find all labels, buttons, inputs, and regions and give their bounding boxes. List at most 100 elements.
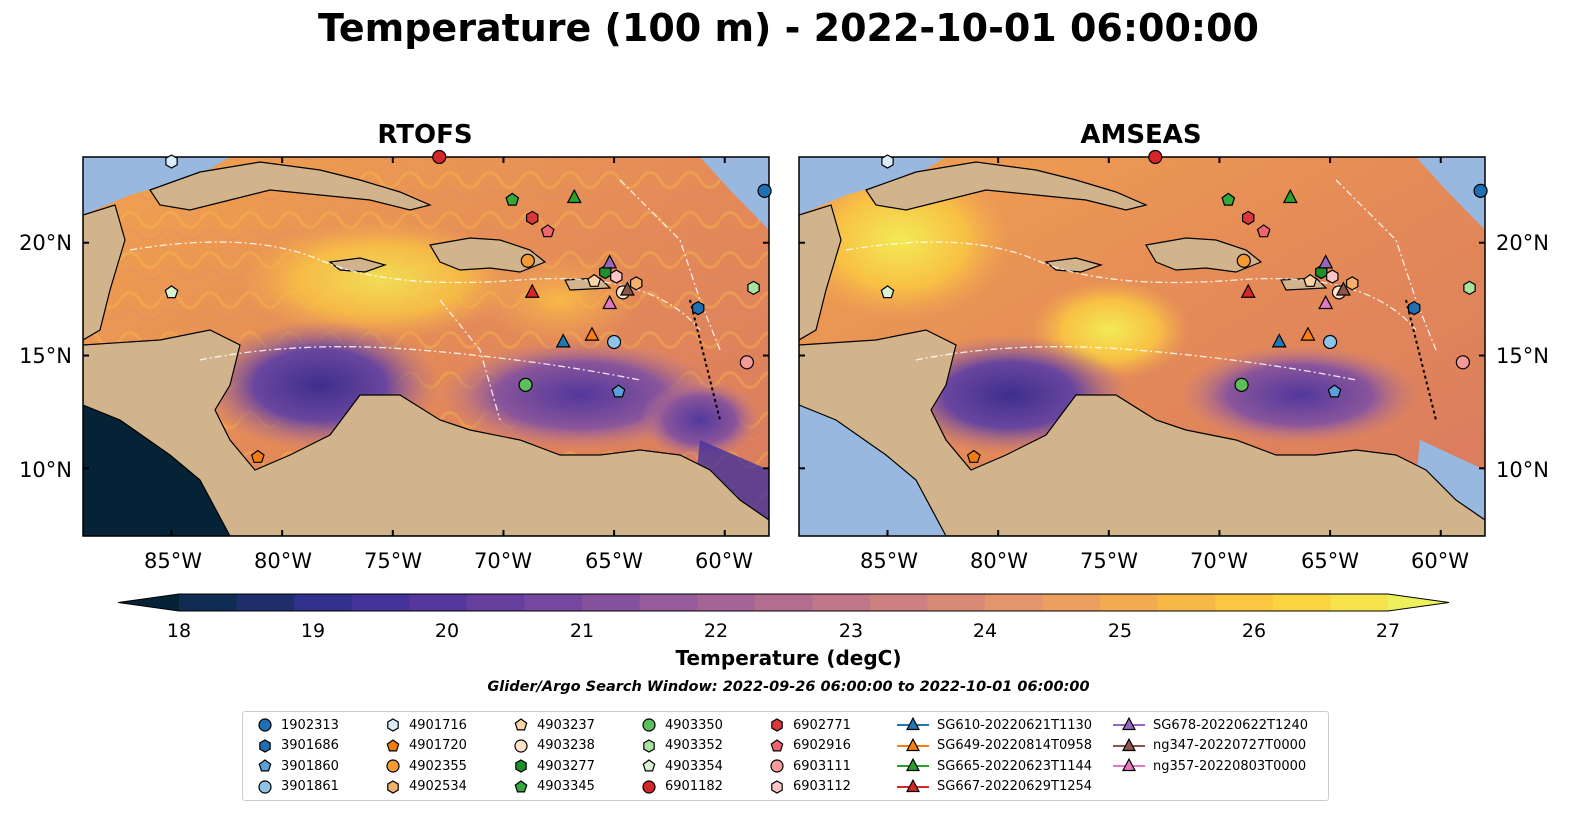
colorbar-segment xyxy=(351,594,410,611)
lon-label: 70°W xyxy=(474,549,532,573)
float-marker-3901860 xyxy=(1327,384,1342,398)
float-marker-3901861 xyxy=(606,334,622,350)
hexagon-marker-icon xyxy=(387,779,399,794)
lat-label: 15°N xyxy=(19,344,72,368)
colorbar-segment xyxy=(985,594,1044,611)
legend-label: 6902916 xyxy=(793,738,851,753)
legend-label: SG649-20220814T0958 xyxy=(937,738,1093,753)
hexagon-marker-icon xyxy=(515,759,527,773)
legend-item: 4901720 xyxy=(385,736,467,756)
legend-label: 4901720 xyxy=(409,738,467,753)
hexagon-marker-icon xyxy=(771,779,783,794)
float-marker-4903354 xyxy=(880,285,895,299)
eez-boundary xyxy=(439,299,501,421)
colorbar-tick: 19 xyxy=(301,620,325,642)
legend-item: SG678-20220622T1240 xyxy=(1113,715,1308,735)
circle-marker-icon xyxy=(514,738,528,753)
float-marker-4903350 xyxy=(1234,377,1249,392)
legend-label: 3901686 xyxy=(281,738,339,753)
lesser-antilles xyxy=(689,299,721,421)
lat-label: 10°N xyxy=(19,458,72,482)
float-marker-SG678-20220622T1240 xyxy=(602,254,618,269)
colorbar-segment xyxy=(1330,594,1389,611)
float-marker-6902916 xyxy=(540,224,555,238)
cuba-land xyxy=(865,161,1148,211)
triangle-marker-icon xyxy=(1113,758,1145,772)
float-marker-ng357-20220803T0000 xyxy=(1318,294,1334,310)
legend-label: SG665-20220623T1144 xyxy=(937,758,1093,774)
float-marker-3901860 xyxy=(611,384,626,398)
float-marker-SG665-20220623T1144 xyxy=(1282,188,1298,204)
lat-label: 10°N xyxy=(1496,458,1549,482)
legend-label: 4903345 xyxy=(537,779,595,794)
colorbar-segment xyxy=(409,594,468,611)
legend-label: 4903350 xyxy=(665,717,723,733)
search-window-caption: Glider/Argo Search Window: 2022-09-26 06… xyxy=(487,679,1090,695)
legend-item: 3901860 xyxy=(257,756,339,776)
legend-label: 4903354 xyxy=(665,758,723,774)
float-marker-SG610-20220621T1130 xyxy=(1271,333,1287,348)
legend-item: 1902313 xyxy=(257,715,339,735)
lon-label: 60°W xyxy=(1411,549,1469,573)
colorbar-segment xyxy=(1272,594,1331,611)
cold-pool xyxy=(640,380,760,460)
map-panel-rtofs xyxy=(83,157,769,536)
colorbar-tick: 22 xyxy=(704,620,728,642)
colorbar-segment xyxy=(869,594,928,611)
eez-boundary xyxy=(199,346,641,381)
pentagon-marker-icon xyxy=(514,779,528,792)
colorbar-segment xyxy=(582,594,641,611)
lat-label: 20°N xyxy=(19,231,72,255)
legend-item: 4903345 xyxy=(513,777,595,797)
float-marker-4903237 xyxy=(587,273,602,287)
triangle-marker-icon xyxy=(897,737,929,751)
legend-label: ng357-20220803T0000 xyxy=(1153,758,1307,774)
pacific-cold-water xyxy=(83,405,230,536)
lon-label: 75°W xyxy=(1080,549,1138,573)
float-marker-4901716 xyxy=(165,154,178,169)
colorbar-tick: 18 xyxy=(167,620,191,642)
legend-label: 6901182 xyxy=(665,779,723,794)
colorbar-segment xyxy=(927,594,986,611)
float-marker-6901182 xyxy=(432,149,447,165)
cuba-land xyxy=(149,161,432,211)
hispaniola-land xyxy=(1145,237,1263,273)
lon-label: 85°W xyxy=(144,549,202,573)
triangle-marker-icon xyxy=(897,778,929,792)
float-marker-4902534 xyxy=(1345,276,1359,291)
colorbar-segment xyxy=(236,594,295,611)
panel-title-rtofs: RTOFS xyxy=(377,120,473,150)
yucatan-land xyxy=(799,204,842,341)
float-marker-ng347-20220727T0000 xyxy=(619,281,635,296)
legend-item: 6901182 xyxy=(641,777,723,797)
colorbar-segment xyxy=(294,594,353,611)
lat-label: 15°N xyxy=(1496,344,1549,368)
colorbar-tick: 25 xyxy=(1108,620,1132,642)
bahamas-shallow-water xyxy=(1416,157,1485,230)
float-marker-4903277 xyxy=(599,264,612,280)
bahamas-shallow-water xyxy=(700,157,769,230)
float-marker-6903112 xyxy=(610,269,623,284)
axis-ticks xyxy=(83,157,1485,536)
legend-item: 4903350 xyxy=(641,715,723,735)
colorbar-segment xyxy=(179,594,238,611)
colorbar-segment xyxy=(754,594,813,611)
pentagon-marker-icon xyxy=(642,759,656,772)
legend-label: SG610-20220621T1130 xyxy=(937,717,1093,733)
float-marker-4903354 xyxy=(164,285,179,299)
float-marker-SG678-20220622T1240 xyxy=(1318,254,1334,269)
lon-label: 80°W xyxy=(254,549,312,573)
colorbar-tick: 24 xyxy=(973,620,997,642)
float-marker-4902355 xyxy=(1236,253,1251,268)
pentagon-marker-icon xyxy=(770,738,784,751)
float-marker-4903277 xyxy=(1315,264,1328,280)
triangle-marker-icon xyxy=(897,717,929,731)
legend-item: 4903354 xyxy=(641,756,723,776)
colorbar-segment xyxy=(812,594,871,611)
legend-item: SG649-20220814T0958 xyxy=(897,736,1092,756)
float-marker-1902313 xyxy=(1473,183,1488,198)
jamaica-land xyxy=(1044,257,1103,273)
legend-label: 4901716 xyxy=(409,717,467,733)
circle-marker-icon xyxy=(258,718,272,732)
axis-labels: 85°W 80°W 75°W 70°W 65°W 60°W 85°W 80°W … xyxy=(19,231,1549,573)
